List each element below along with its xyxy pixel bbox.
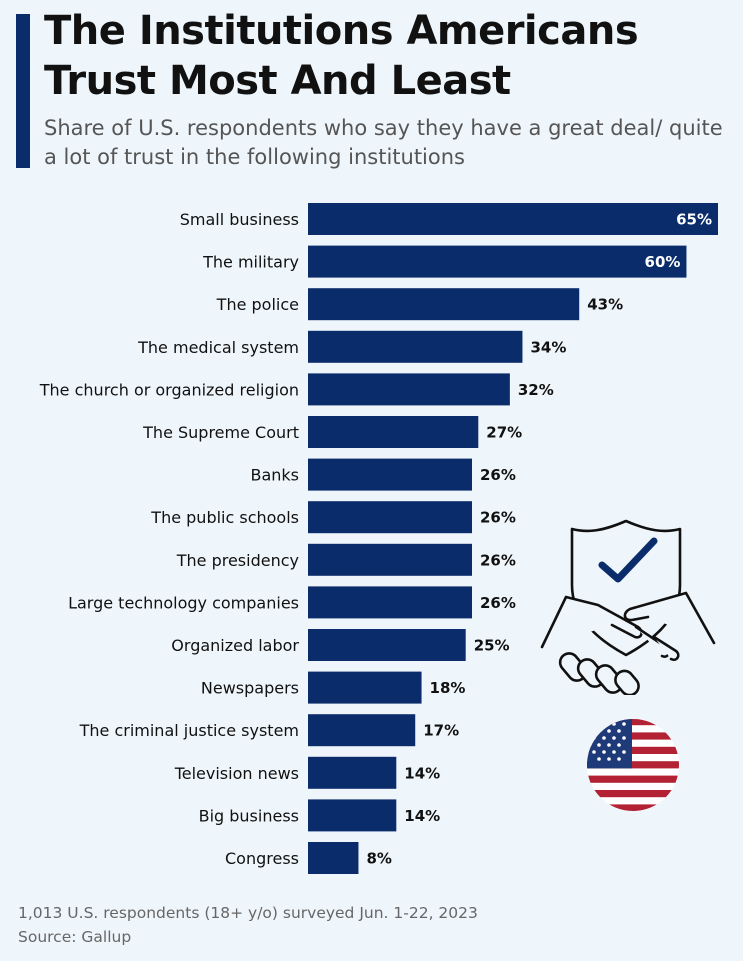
value-label: 65% [676,211,712,229]
chart-title: The Institutions Americans Trust Most An… [44,8,639,104]
value-label: 60% [645,253,681,271]
category-label: The military [202,253,299,272]
category-label: The medical system [137,338,299,357]
bar-chart: Small business 65% The military 60% The poli… [39,203,718,874]
category-label: Large technology companies [68,593,299,612]
bar [308,501,472,534]
footnote: 1,013 U.S. respondents (18+ y/o) surveye… [18,901,718,949]
category-label: The church or organized religion [39,380,299,399]
value-label: 27% [486,424,522,442]
category-label: The presidency [176,551,299,570]
value-label: 8% [366,850,391,868]
category-label: Congress [225,849,299,868]
category-label: Newspapers [201,679,299,698]
us-flag-icon [587,719,679,811]
bar [308,842,359,874]
value-label: 26% [480,509,516,527]
shield-check-handshake-icon [540,519,716,695]
chart-subtitle: Share of U.S. respondents who say they h… [44,116,723,169]
bar [308,245,687,278]
value-label: 26% [480,551,516,569]
bar [308,416,479,448]
bar [308,629,466,661]
category-label: Television news [174,764,299,783]
category-label: The Supreme Court [142,423,299,442]
value-label: 43% [587,296,623,314]
value-label: 17% [423,722,459,740]
bar [308,458,472,491]
category-label: Small business [180,210,299,229]
value-label: 26% [480,594,516,612]
value-label: 25% [474,637,510,655]
bar [308,543,472,576]
value-label: 34% [530,338,566,356]
bar [308,756,397,789]
bar [308,288,580,321]
bar [308,373,510,406]
survey-note: 1,013 U.S. respondents (18+ y/o) surveye… [18,904,478,922]
title-accent-bar [16,14,30,168]
category-label: Organized labor [171,636,299,655]
value-label: 18% [430,679,466,697]
category-label: The public schools [150,508,299,527]
bar [308,671,422,704]
category-label: The police [216,295,299,314]
value-label: 32% [518,381,554,399]
category-label: Big business [199,806,299,825]
category-label: The criminal justice system [79,721,299,740]
bar [308,799,397,832]
value-label: 26% [480,466,516,484]
category-label: Banks [250,466,299,485]
bar [308,586,472,619]
bar [308,330,523,363]
source-note: Source: Gallup [18,928,132,946]
bar [308,714,416,747]
value-label: 14% [404,807,440,825]
bar [308,203,718,235]
value-label: 14% [404,764,440,782]
